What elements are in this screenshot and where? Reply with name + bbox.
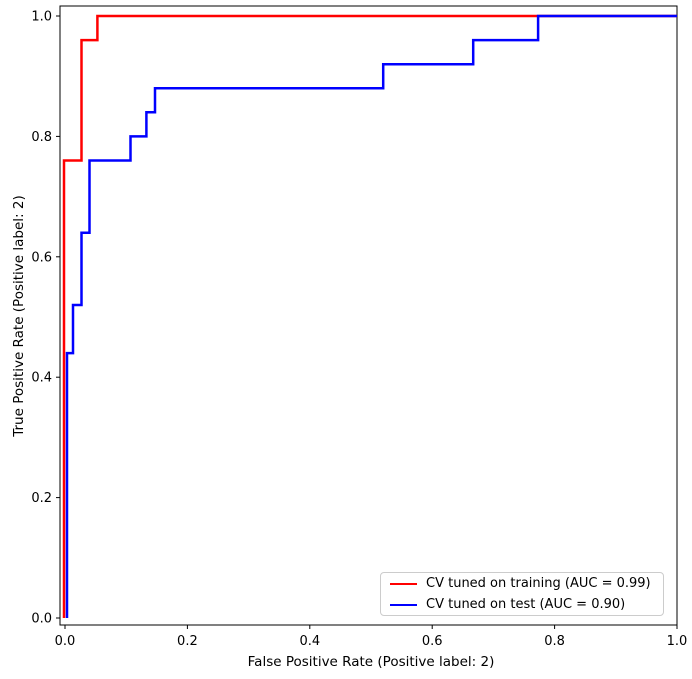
legend-line-sample bbox=[390, 582, 417, 585]
y-tick-label: 0.4 bbox=[31, 371, 52, 386]
roc-curve-test bbox=[65, 14, 677, 618]
x-tick-label: 0.8 bbox=[544, 634, 565, 649]
y-tick-label: 1.0 bbox=[31, 10, 52, 25]
y-axis-ticks: 0.0 0.2 0.4 0.6 0.8 1.0 bbox=[31, 10, 60, 627]
x-tick-label: 0.2 bbox=[177, 634, 198, 649]
x-axis-label: False Positive Rate (Positive label: 2) bbox=[248, 654, 495, 670]
x-tick-label: 0.6 bbox=[422, 634, 443, 649]
legend-label: CV tuned on training (AUC = 0.99) bbox=[426, 576, 651, 591]
x-tick-label: 0.4 bbox=[299, 634, 320, 649]
y-tick-label: 0.2 bbox=[31, 491, 52, 506]
y-tick-label: 0.0 bbox=[31, 612, 52, 627]
plot-spines bbox=[59, 5, 678, 626]
y-tick-label: 0.6 bbox=[31, 250, 52, 265]
roc-curves bbox=[62, 14, 677, 618]
legend-line-sample bbox=[390, 603, 417, 606]
legend-item-training: CV tuned on training (AUC = 0.99) bbox=[381, 575, 663, 592]
x-tick-label: 1.0 bbox=[667, 634, 688, 649]
y-tick-label: 0.8 bbox=[31, 130, 52, 145]
legend-label: CV tuned on test (AUC = 0.90) bbox=[426, 597, 626, 612]
x-tick-label: 0.0 bbox=[55, 634, 76, 649]
y-axis-label: True Positive Rate (Positive label: 2) bbox=[11, 195, 27, 438]
legend: CV tuned on training (AUC = 0.99) CV tune… bbox=[380, 572, 664, 616]
x-axis-ticks: 0.0 0.2 0.4 0.6 0.8 1.0 bbox=[55, 625, 688, 649]
legend-item-test: CV tuned on test (AUC = 0.90) bbox=[381, 596, 663, 613]
roc-curve-training bbox=[62, 14, 677, 618]
